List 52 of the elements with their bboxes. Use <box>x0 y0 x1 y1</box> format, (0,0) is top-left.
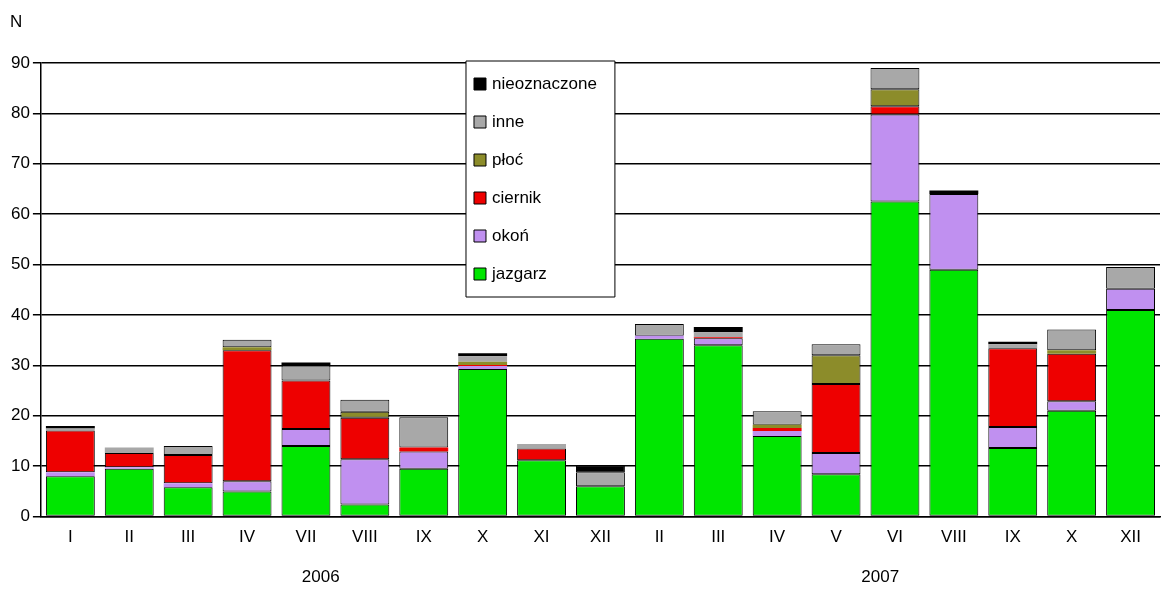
x-tick-label: XII <box>590 527 611 547</box>
y-tick-label: 60 <box>10 203 30 223</box>
bar <box>163 483 213 488</box>
bar <box>104 447 154 454</box>
y-axis-title: N <box>10 11 23 31</box>
x-tick-label: IX <box>415 527 432 547</box>
y-tick-label: 70 <box>10 153 30 173</box>
bar <box>1047 350 1097 354</box>
x-tick-label: II <box>654 527 665 547</box>
y-tick-label: 10 <box>10 455 30 475</box>
y-tick-label: 0 <box>20 506 30 526</box>
legend-label: nieoznaczone <box>492 73 597 93</box>
x-tick-label: III <box>711 527 726 547</box>
x-tick-label: VIII <box>941 527 967 547</box>
x-tick-label: V <box>830 527 843 547</box>
x-tick-label: VII <box>295 527 317 547</box>
legend-label: ciernik <box>492 187 542 207</box>
bar <box>399 447 449 452</box>
bar <box>693 327 743 333</box>
x-tick-label: II <box>124 527 134 547</box>
legend-label: okoń <box>492 225 529 245</box>
bar <box>693 332 743 338</box>
x-tick-label: IX <box>1004 527 1021 547</box>
x-tick-label: III <box>181 527 196 547</box>
x-tick-label: X <box>1065 527 1078 547</box>
x-tick-label: XII <box>1120 527 1141 547</box>
x-tick-label: I <box>67 527 73 547</box>
legend-label: płoć <box>492 149 524 169</box>
bar <box>517 444 566 449</box>
bar <box>458 356 508 362</box>
y-tick-label: 30 <box>10 355 30 375</box>
x-tick-label: X <box>476 527 489 547</box>
x-tick-label: IV <box>239 527 256 547</box>
legend-label: jazgarz <box>491 263 547 283</box>
y-tick-label: 80 <box>10 103 30 123</box>
legend-label: inne <box>492 111 525 131</box>
x-tick-label: XI <box>533 527 550 547</box>
bar <box>222 347 272 351</box>
y-tick-label: 50 <box>10 254 30 274</box>
y-tick-label: 40 <box>10 304 30 324</box>
y-tick-label: 20 <box>10 405 30 425</box>
x-tick-label: VI <box>886 527 903 547</box>
bar <box>45 472 95 477</box>
text: 2006 <box>301 566 340 586</box>
bar <box>458 353 508 357</box>
bar <box>752 430 802 436</box>
bar <box>988 344 1038 349</box>
text: 2007 <box>861 566 900 586</box>
x-tick-label: VIII <box>352 527 378 547</box>
x-tick-label: IV <box>769 527 786 547</box>
bar <box>634 335 684 339</box>
y-tick-label: 90 <box>10 52 30 72</box>
